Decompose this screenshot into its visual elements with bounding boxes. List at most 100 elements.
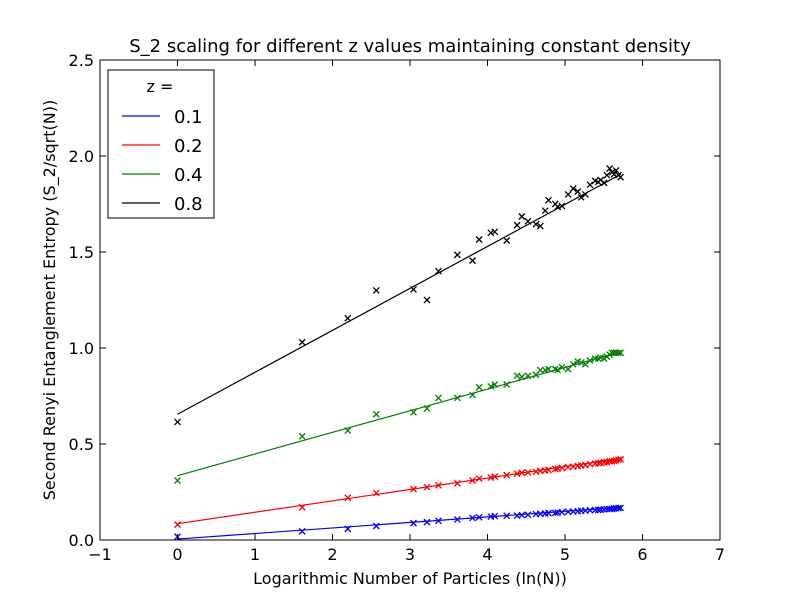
data-point-series-4 xyxy=(532,220,540,228)
data-point-series-3 xyxy=(491,381,499,388)
data-point-series-3 xyxy=(469,391,477,399)
data-point-series-4 xyxy=(577,193,585,201)
data-point-series-4 xyxy=(503,237,511,244)
data-point-series-4 xyxy=(603,171,611,179)
data-point-series-3 xyxy=(410,408,417,416)
data-point-series-4 xyxy=(545,196,552,204)
fit-line-series-4 xyxy=(177,173,622,415)
data-point-series-2 xyxy=(545,466,552,474)
data-point-series-2 xyxy=(491,473,499,481)
data-point-series-3 xyxy=(174,477,181,484)
data-point-series-3 xyxy=(372,410,380,418)
data-point-series-3 xyxy=(518,373,526,381)
data-point-series-4 xyxy=(434,267,442,275)
data-point-series-1 xyxy=(558,508,566,516)
data-point-series-4 xyxy=(569,185,577,193)
x-axis-label: Logarithmic Number of Particles (ln(N)) xyxy=(253,569,567,588)
data-point-series-4 xyxy=(344,314,352,322)
data-point-series-2 xyxy=(453,479,461,487)
y-tick-label: 1.0 xyxy=(69,339,94,358)
data-point-series-1 xyxy=(545,509,552,517)
data-point-series-4 xyxy=(558,202,566,210)
data-point-series-2 xyxy=(475,475,483,483)
data-point-series-4 xyxy=(612,166,620,174)
data-point-series-2 xyxy=(298,503,306,511)
data-point-series-2 xyxy=(558,464,566,472)
data-point-series-4 xyxy=(513,221,521,229)
data-point-series-3 xyxy=(554,366,562,374)
data-point-series-3 xyxy=(617,349,625,357)
data-point-series-1 xyxy=(617,504,625,512)
data-point-series-4 xyxy=(453,251,461,259)
data-point-series-1 xyxy=(434,517,442,525)
x-tick-label: 5 xyxy=(560,545,570,564)
data-point-series-2 xyxy=(551,465,559,473)
data-point-series-2 xyxy=(503,471,511,479)
data-point-series-3 xyxy=(298,432,306,440)
data-point-series-4 xyxy=(524,217,532,225)
data-point-series-1 xyxy=(298,527,306,535)
data-point-series-1 xyxy=(372,522,380,530)
x-axis: −1 0 1 2 3 4 5 6 7 xyxy=(88,60,725,564)
y-tick-label: 2.0 xyxy=(69,147,94,166)
data-point-series-4 xyxy=(600,179,608,187)
legend-box xyxy=(107,69,215,219)
data-point-series-1 xyxy=(503,512,511,520)
data-point-series-4 xyxy=(469,257,477,265)
y-tick-label: 0.5 xyxy=(69,435,94,454)
data-point-series-1 xyxy=(615,504,622,512)
legend-title: z = xyxy=(147,77,174,96)
chart-title: S_2 scaling for different z values maint… xyxy=(129,36,691,57)
y-axis-label: Second Renyi Entanglement Entropy (S_2/s… xyxy=(40,100,60,500)
x-tick-label: 2 xyxy=(327,545,337,564)
data-point-series-2 xyxy=(410,485,417,493)
plot-marks xyxy=(174,165,625,541)
x-tick-label: −1 xyxy=(88,545,112,564)
data-point-series-4 xyxy=(298,338,306,346)
legend-label: 0.2 xyxy=(174,136,203,157)
data-point-series-1 xyxy=(564,508,572,516)
data-point-series-3 xyxy=(503,381,511,388)
data-point-series-2 xyxy=(617,455,625,463)
data-point-series-2 xyxy=(469,477,477,484)
data-point-series-4 xyxy=(541,207,549,215)
data-point-series-4 xyxy=(574,188,582,195)
data-point-series-3 xyxy=(434,394,442,402)
x-tick-label: 1 xyxy=(250,545,260,564)
y-tick-label: 1.5 xyxy=(69,243,94,262)
x-tick-label: 3 xyxy=(405,545,415,564)
data-point-series-2 xyxy=(615,456,622,464)
x-tick-label: 6 xyxy=(637,545,647,564)
data-point-series-3 xyxy=(569,360,577,368)
x-tick-label: 7 xyxy=(715,545,725,564)
data-point-series-3 xyxy=(615,349,622,357)
data-point-series-1 xyxy=(594,506,602,514)
data-point-series-4 xyxy=(174,418,181,426)
data-point-series-2 xyxy=(594,459,602,467)
data-point-series-3 xyxy=(487,382,495,390)
data-point-series-1 xyxy=(586,506,594,514)
y-tick-label: 0.0 xyxy=(69,531,94,550)
data-point-series-1 xyxy=(410,519,417,527)
data-point-series-3 xyxy=(344,427,352,435)
data-point-series-4 xyxy=(372,286,380,294)
data-point-series-4 xyxy=(606,165,614,172)
data-point-series-4 xyxy=(491,228,499,236)
data-point-series-1 xyxy=(524,511,532,519)
data-point-series-1 xyxy=(491,512,499,520)
data-point-series-3 xyxy=(475,383,483,391)
data-point-series-1 xyxy=(344,525,352,533)
data-point-series-4 xyxy=(617,173,625,181)
data-point-series-4 xyxy=(475,236,483,243)
data-point-series-3 xyxy=(577,358,585,366)
data-point-series-4 xyxy=(581,190,589,198)
data-point-series-2 xyxy=(174,521,181,529)
data-point-series-4 xyxy=(410,285,417,293)
legend-label: 0.1 xyxy=(174,107,203,128)
legend-items: 0.1 0.2 0.4 0.8 xyxy=(122,107,203,215)
data-point-series-3 xyxy=(423,405,431,412)
data-point-series-3 xyxy=(453,394,461,402)
data-point-series-4 xyxy=(564,190,572,198)
data-point-series-1 xyxy=(423,518,431,526)
